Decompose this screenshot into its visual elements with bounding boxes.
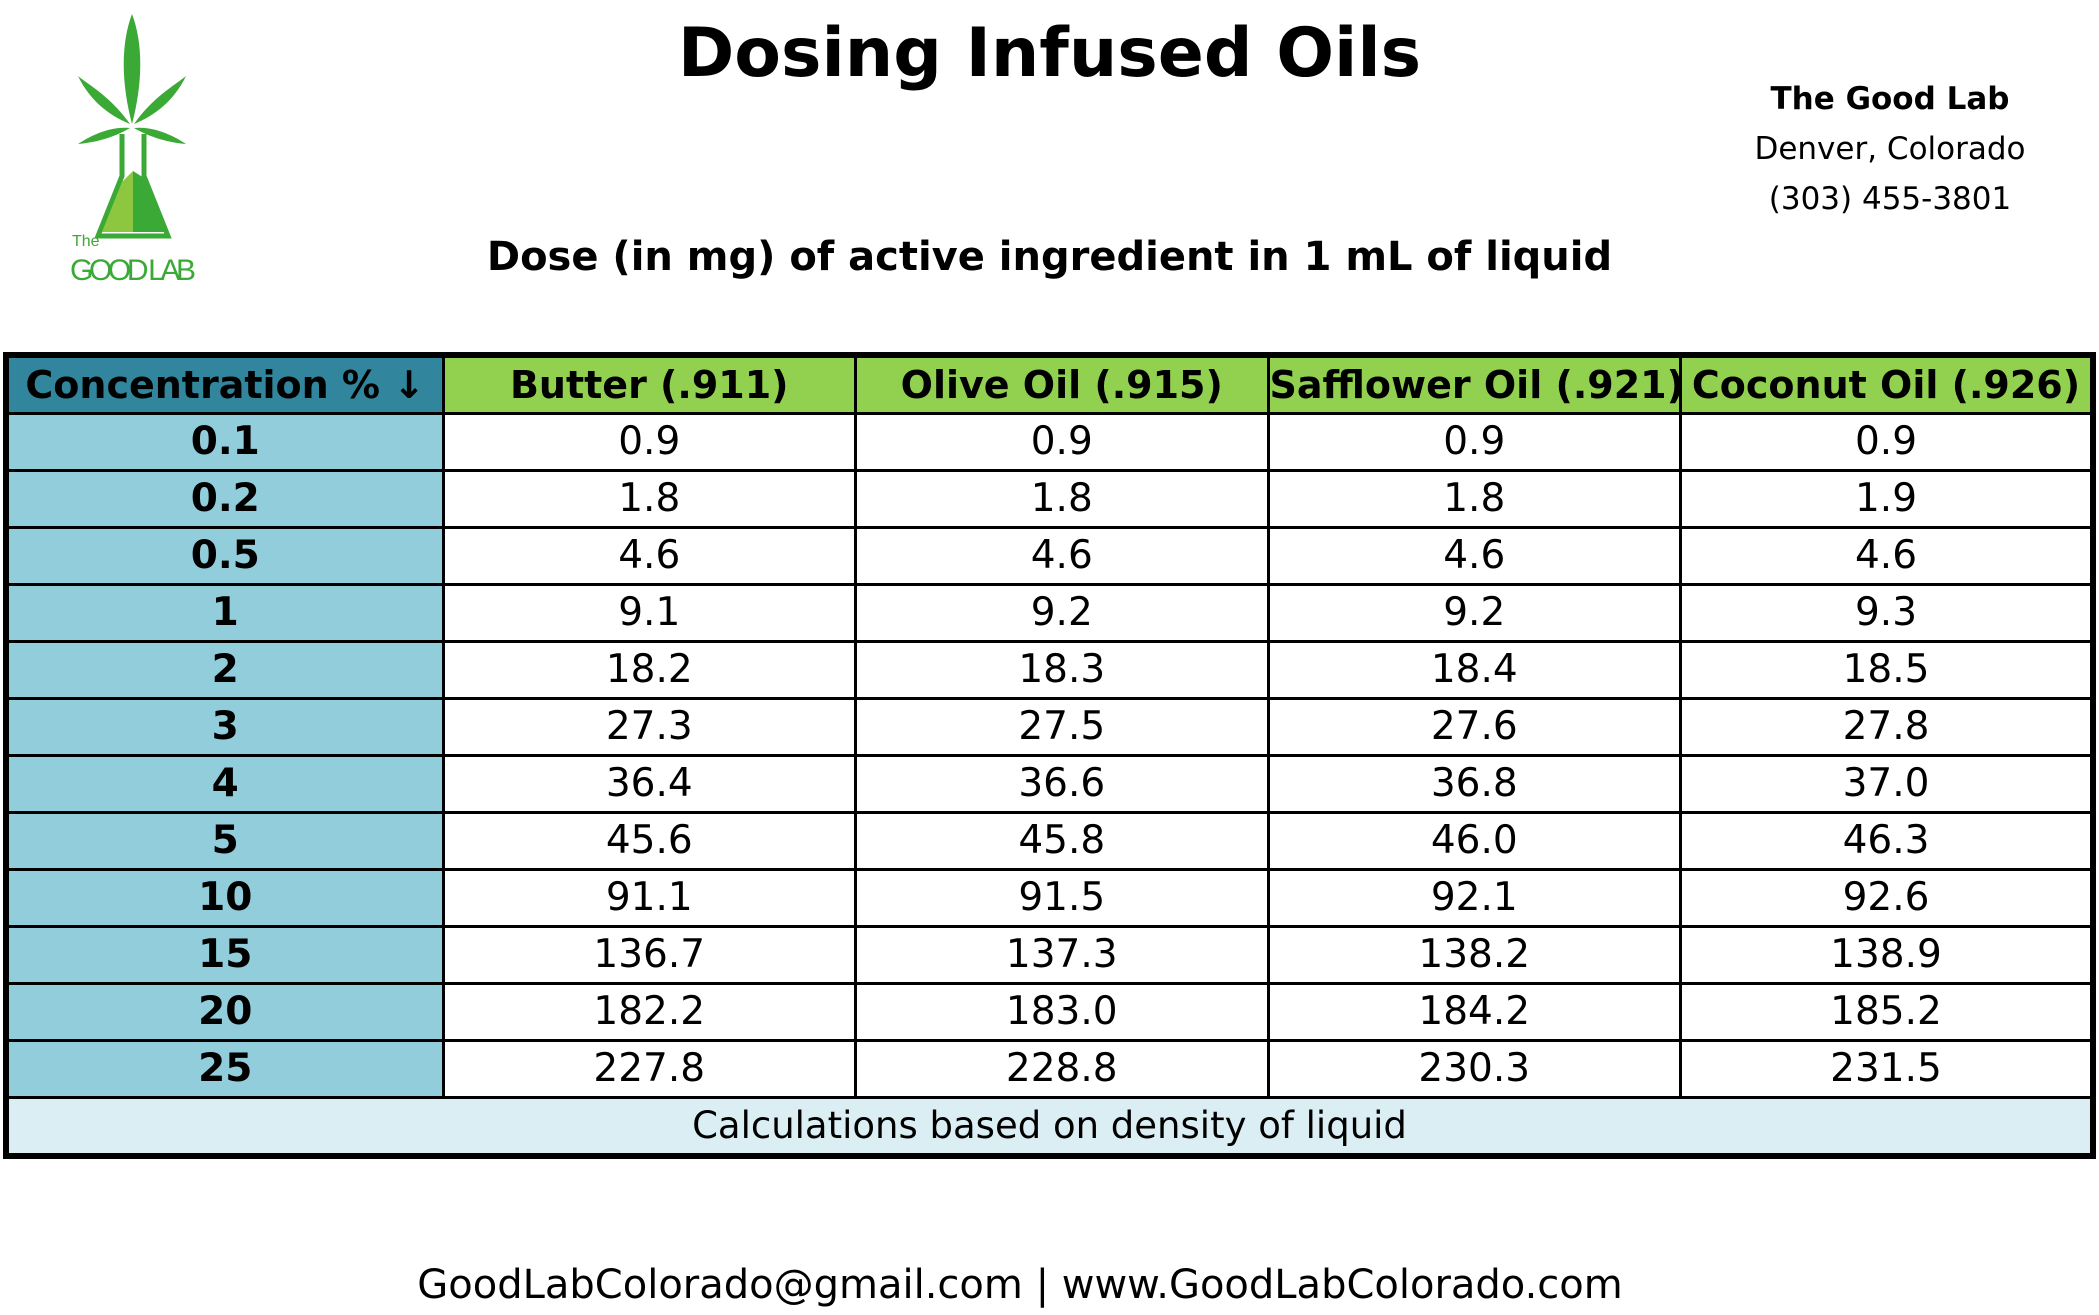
concentration-cell: 20: [4, 982, 445, 1042]
dose-cell: 36.8: [1266, 754, 1682, 814]
dose-cell: 92.1: [1266, 868, 1682, 928]
concentration-cell: 0.2: [4, 469, 445, 529]
dose-cell: 0.9: [854, 412, 1270, 472]
dose-cell: 18.4: [1266, 640, 1682, 700]
dose-cell: 183.0: [854, 982, 1270, 1042]
dose-cell: 227.8: [441, 1039, 857, 1099]
dose-cell: 136.7: [441, 925, 857, 985]
concentration-cell: 4: [4, 754, 445, 814]
dose-cell: 9.3: [1679, 583, 2095, 643]
data-row: 2 18.2 18.3 18.4 18.5: [4, 640, 2095, 700]
data-row: 0.5 4.6 4.6 4.6 4.6: [4, 526, 2095, 586]
dose-cell: 45.8: [854, 811, 1270, 871]
logo-text: GOOD LAB: [70, 254, 196, 286]
dose-cell: 4.6: [441, 526, 857, 586]
subtitle: Dose (in mg) of active ingredient in 1 m…: [486, 234, 1613, 280]
dose-cell: 0.9: [1266, 412, 1682, 472]
dose-cell: 36.4: [441, 754, 857, 814]
dose-cell: 36.6: [854, 754, 1270, 814]
dose-cell: 138.2: [1266, 925, 1682, 985]
dose-cell: 91.5: [854, 868, 1270, 928]
company-location: Denver, Colorado: [1754, 131, 2026, 167]
header-cell: Coconut Oil (.926): [1679, 353, 2095, 415]
header-cell: Olive Oil (.915): [854, 353, 1270, 415]
concentration-cell: 3: [4, 697, 445, 757]
company-phone: (303) 455-3801: [1768, 181, 2012, 217]
title: Dosing Infused Oils: [677, 14, 1422, 93]
concentration-cell: 5: [4, 811, 445, 871]
company-name: The Good Lab: [1770, 81, 2010, 117]
data-row: 20 182.2 183.0 184.2 185.2: [4, 982, 2095, 1042]
dose-cell: 18.5: [1679, 640, 2095, 700]
concentration-cell: 1: [4, 583, 445, 643]
data-row: 1 9.1 9.2 9.2 9.3: [4, 583, 2095, 643]
dose-cell: 1.8: [1266, 469, 1682, 529]
dose-cell: 4.6: [1266, 526, 1682, 586]
dose-cell: 45.6: [441, 811, 857, 871]
dose-cell: 1.8: [441, 469, 857, 529]
dose-cell: 27.3: [441, 697, 857, 757]
dose-cell: 27.6: [1266, 697, 1682, 757]
data-row: 10 91.1 91.5 92.1 92.6: [4, 868, 2095, 928]
concentration-cell: 10: [4, 868, 445, 928]
data-row: 5 45.6 45.8 46.0 46.3: [4, 811, 2095, 871]
data-row: 4 36.4 36.6 36.8 37.0: [4, 754, 2095, 814]
data-row: 0.1 0.9 0.9 0.9 0.9: [4, 412, 2095, 472]
dose-cell: 230.3: [1266, 1039, 1682, 1099]
contact: GoodLabColorado@gmail.com | www.GoodLabC…: [417, 1262, 1623, 1308]
dose-cell: 0.9: [441, 412, 857, 472]
dose-cell: 4.6: [854, 526, 1270, 586]
data-row: 25 227.8 228.8 230.3 231.5: [4, 1039, 2095, 1099]
concentration-cell: 15: [4, 925, 445, 985]
dose-cell: 0.9: [1679, 412, 2095, 472]
header-cell: Butter (.911): [441, 353, 857, 415]
note-row: Calculations based on density of liquid: [4, 1096, 2095, 1158]
dose-cell: 91.1: [441, 868, 857, 928]
dose-cell: 182.2: [441, 982, 857, 1042]
dosing-table: Concentration % ↓ Butter (.911) Olive Oil …: [3, 352, 2096, 1159]
dose-cell: 1.9: [1679, 469, 2095, 529]
header-cell: Concentration % ↓: [4, 353, 445, 415]
data-row: 3 27.3 27.5 27.6 27.8: [4, 697, 2095, 757]
concentration-cell: 2: [4, 640, 445, 700]
dose-cell: 228.8: [854, 1039, 1270, 1099]
header-cell: Safflower Oil (.921): [1266, 353, 1682, 415]
dose-cell: 9.1: [441, 583, 857, 643]
note-cell: Calculations based on density of liquid: [4, 1096, 2095, 1158]
dose-cell: 185.2: [1679, 982, 2095, 1042]
concentration-cell: 0.5: [4, 526, 445, 586]
header-row: Concentration % ↓ Butter (.911) Olive Oil …: [4, 353, 2095, 415]
dose-cell: 137.3: [854, 925, 1270, 985]
dose-cell: 92.6: [1679, 868, 2095, 928]
logo: The GOOD LAB: [70, 14, 196, 286]
concentration-cell: 25: [4, 1039, 445, 1099]
dose-cell: 4.6: [1679, 526, 2095, 586]
dose-cell: 27.8: [1679, 697, 2095, 757]
dose-cell: 1.8: [854, 469, 1270, 529]
dose-cell: 18.2: [441, 640, 857, 700]
dose-cell: 9.2: [854, 583, 1270, 643]
logo-small: The: [72, 233, 100, 250]
dose-cell: 138.9: [1679, 925, 2095, 985]
dose-cell: 231.5: [1679, 1039, 2095, 1099]
data-row: 0.2 1.8 1.8 1.8 1.9: [4, 469, 2095, 529]
dose-cell: 46.0: [1266, 811, 1682, 871]
dose-cell: 46.3: [1679, 811, 2095, 871]
dose-cell: 37.0: [1679, 754, 2095, 814]
data-row: 15 136.7 137.3 138.2 138.9: [4, 925, 2095, 985]
dose-cell: 18.3: [854, 640, 1270, 700]
company-info: The Good Lab Denver, Colorado (303) 455-…: [1700, 74, 2080, 224]
dose-cell: 27.5: [854, 697, 1270, 757]
dose-cell: 9.2: [1266, 583, 1682, 643]
dose-cell: 184.2: [1266, 982, 1682, 1042]
concentration-cell: 0.1: [4, 412, 445, 472]
